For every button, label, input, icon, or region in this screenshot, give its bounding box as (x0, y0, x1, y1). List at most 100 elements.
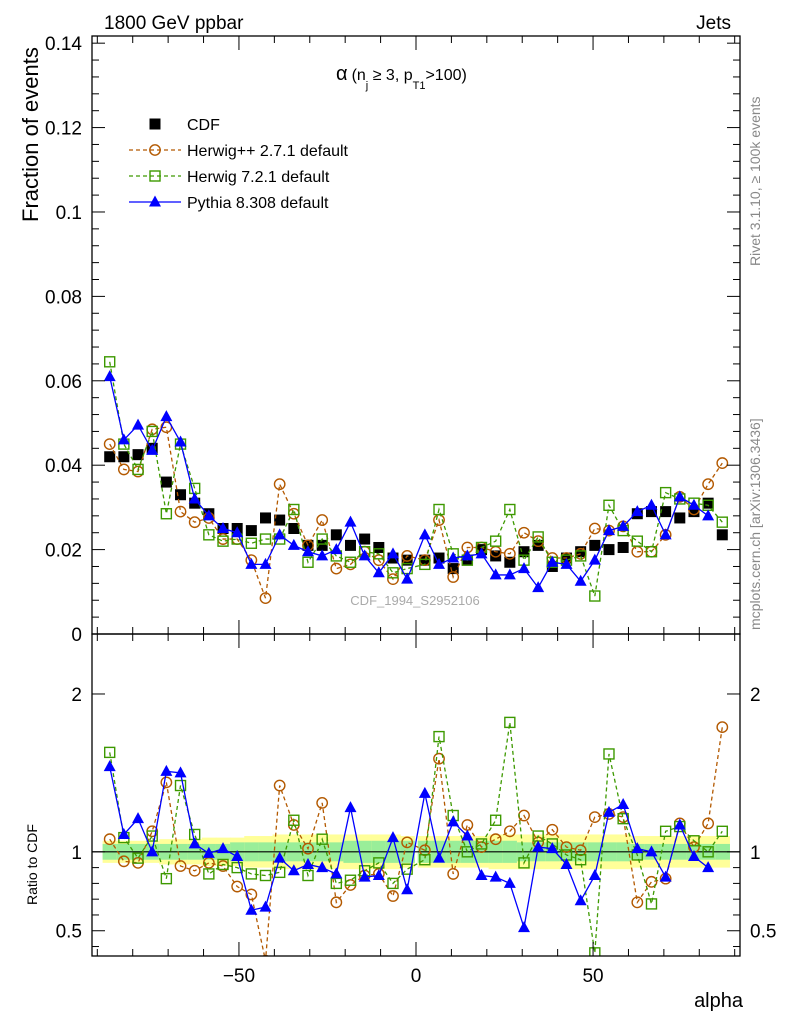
data-point-pythia-8-308-default (617, 797, 630, 809)
data-point-herwig-2-7-1-default (401, 836, 414, 849)
data-point-cdf (603, 544, 615, 556)
data-point-cdf (716, 529, 728, 541)
rivet-label: Rivet 3.1.10, ≥ 100k events (747, 96, 763, 266)
data-point-herwig-7-2-1-default (645, 898, 658, 910)
data-point-herwig-2-7-1-default (174, 505, 187, 518)
data-point-pythia-8-308-default (330, 543, 343, 555)
data-point-herwig-2-7-1-default (518, 526, 530, 539)
data-point-pythia-8-308-default (372, 566, 385, 578)
data-point-herwig-2-7-1-default (560, 841, 573, 853)
data-point-herwig-7-2-1-default (160, 872, 173, 885)
xtick-label: −50 (223, 966, 255, 987)
data-point-herwig-7-2-1-default (259, 533, 272, 545)
data-point-herwig-7-2-1-default (688, 835, 700, 847)
data-point-pythia-8-308-default (273, 851, 286, 863)
data-point-herwig-2-7-1-default (316, 796, 329, 809)
data-point-pythia-8-308-default (489, 568, 502, 580)
ytick-label: 0.08 (45, 287, 82, 308)
data-point-pythia-8-308-default (386, 547, 399, 559)
data-point-pythia-8-308-default (146, 443, 159, 455)
data-point-pythia-8-308-default (574, 574, 587, 586)
data-point-cdf (419, 554, 431, 566)
data-point-herwig-7-2-1-default (288, 814, 300, 826)
data-point-herwig-2-7-1-default (588, 522, 601, 535)
data-point-herwig-2-7-1-default (716, 457, 729, 469)
data-point-pythia-8-308-default (418, 786, 431, 798)
legend-marker (149, 170, 161, 182)
data-point-pythia-8-308-default (174, 435, 187, 447)
data-point-pythia-8-308-default (588, 869, 601, 880)
data-point-cdf (118, 451, 130, 463)
ytick-label: 0.02 (45, 541, 82, 562)
data-point-cdf (359, 533, 371, 545)
data-point-herwig-7-2-1-default (288, 503, 300, 516)
data-point-pythia-8-308-default (217, 842, 230, 854)
data-point-herwig-2-7-1-default (387, 890, 399, 902)
series-cdf (104, 442, 728, 575)
data-point-pythia-8-308-default (433, 557, 446, 569)
data-point-pythia-8-308-default (344, 801, 357, 813)
data-point-pythia-8-308-default (631, 505, 644, 517)
data-point-pythia-8-308-default (702, 861, 715, 873)
panel-plot-area (92, 716, 740, 956)
ytick-label-right: 0.5 (750, 922, 776, 943)
data-point-herwig-2-7-1-default (716, 721, 729, 734)
data-point-herwig-7-2-1-default (387, 567, 399, 579)
data-point-herwig-7-2-1-default (104, 356, 116, 368)
series-pythia-8-308-default (103, 760, 715, 933)
data-point-pythia-8-308-default (401, 883, 414, 895)
data-point-cdf (575, 546, 587, 558)
data-point-herwig-2-7-1-default (302, 842, 314, 855)
data-point-pythia-8-308-default (330, 867, 343, 879)
data-point-pythia-8-308-default (160, 764, 173, 776)
data-point-herwig-2-7-1-default (461, 819, 474, 831)
data-point-pythia-8-308-default (631, 842, 644, 854)
data-point-herwig-7-2-1-default (104, 746, 116, 759)
data-point-herwig-2-7-1-default (702, 817, 715, 830)
series-line-herwig-2-7-1-default (109, 727, 723, 956)
data-point-herwig-7-2-1-default (217, 858, 229, 871)
data-point-herwig-7-2-1-default (344, 556, 357, 568)
data-point-herwig-7-2-1-default (373, 548, 385, 560)
xlabel: alpha (694, 990, 744, 1012)
data-point-cdf (344, 539, 356, 551)
data-point-herwig-2-7-1-default (160, 776, 173, 789)
data-point-herwig-7-2-1-default (419, 558, 431, 571)
data-point-herwig-2-7-1-default (401, 550, 414, 562)
data-point-pythia-8-308-default (532, 581, 545, 593)
analysis-watermark: CDF_1994_S2952106 (350, 593, 479, 608)
ytick-label: 2 (71, 685, 82, 706)
data-point-herwig-2-7-1-default (174, 860, 187, 872)
data-point-pythia-8-308-default (358, 549, 371, 561)
data-point-pythia-8-308-default (433, 851, 446, 863)
data-point-cdf (132, 449, 144, 461)
data-point-cdf (260, 512, 272, 524)
data-point-pythia-8-308-default (489, 870, 502, 882)
xtick-label: 0 (411, 966, 422, 987)
data-point-herwig-7-2-1-default (387, 877, 399, 890)
legend-label: Herwig++ 2.7.1 default (187, 143, 349, 160)
data-point-herwig-7-2-1-default (475, 838, 488, 850)
data-point-pythia-8-308-default (673, 490, 686, 502)
data-point-herwig-2-7-1-default (273, 478, 286, 491)
data-point-herwig-7-2-1-default (532, 531, 544, 543)
data-point-herwig-2-7-1-default (316, 514, 329, 526)
legend-marker (149, 144, 161, 156)
data-point-pythia-8-308-default (645, 845, 658, 857)
data-point-pythia-8-308-default (518, 562, 530, 574)
data-point-pythia-8-308-default (117, 827, 130, 839)
legend-item-cdf: CDF (149, 117, 220, 134)
data-point-herwig-2-7-1-default (433, 752, 445, 765)
data-point-herwig-2-7-1-default (117, 463, 130, 476)
data-point-pythia-8-308-default (546, 842, 559, 854)
data-point-pythia-8-308-default (259, 557, 272, 569)
data-point-herwig-7-2-1-default (645, 546, 658, 558)
data-point-herwig-7-2-1-default (489, 535, 502, 547)
data-point-cdf (274, 514, 286, 526)
data-point-pythia-8-308-default (316, 861, 329, 873)
data-point-pythia-8-308-default (174, 766, 187, 778)
panel-plot-area (103, 356, 729, 605)
data-point-herwig-7-2-1-default (160, 508, 173, 520)
data-point-pythia-8-308-default (673, 818, 686, 830)
